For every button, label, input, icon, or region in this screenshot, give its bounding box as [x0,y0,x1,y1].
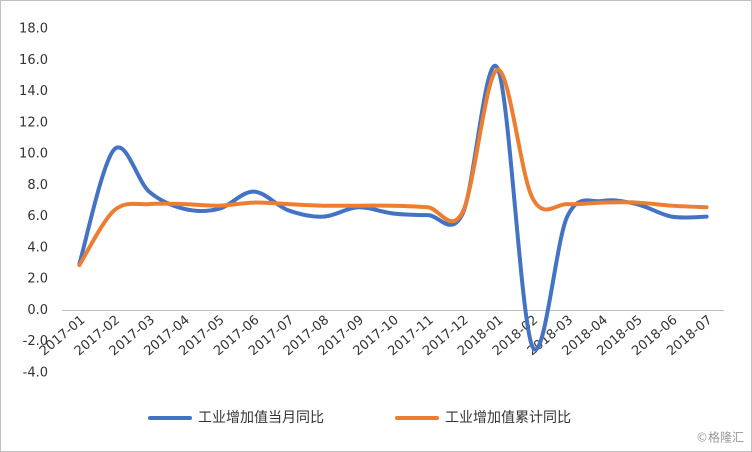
y-tick-label: 6.0 [27,209,48,224]
y-tick-label: 8.0 [27,178,48,193]
y-tick-label: -2.0 [23,334,48,349]
y-tick-label: 2.0 [27,272,48,287]
y-tick-label: 10.0 [19,147,48,162]
y-tick-label: 14.0 [19,84,48,99]
line-series [77,67,709,268]
line-series [77,63,709,352]
y-tick-label: -4.0 [23,366,48,381]
y-tick-label: 4.0 [27,240,48,255]
legend-label: 工业增加值累计同比 [445,410,571,426]
y-tick-label: 0.0 [27,303,48,318]
y-tick-label: 16.0 [19,53,48,68]
legend-label: 工业增加值当月同比 [198,410,324,426]
y-tick-label: 12.0 [19,115,48,130]
watermark: ©格隆汇 [696,430,744,445]
y-tick-label: 18.0 [19,22,48,37]
